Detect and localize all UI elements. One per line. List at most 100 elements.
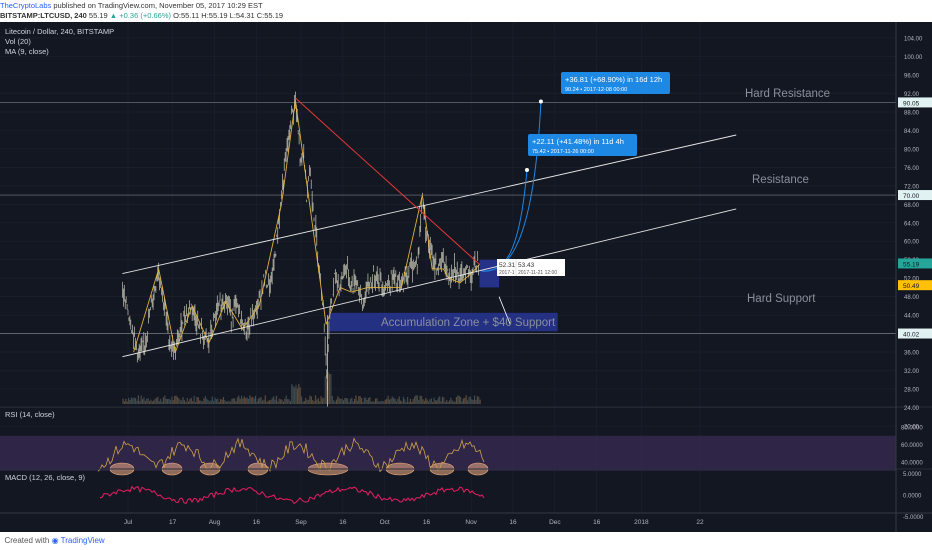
measure-2-target: 90.24 • 2017-12-08 00:00 (565, 87, 627, 93)
volume-bar (400, 400, 402, 404)
volume-bar (143, 397, 145, 404)
volume-bar (158, 401, 160, 404)
chart-area[interactable]: Litecoin / Dollar, 240, BITSTAMP Vol (20… (0, 22, 932, 532)
volume-bar (161, 401, 163, 404)
volume-bar (126, 401, 128, 404)
volume-bar (292, 386, 294, 404)
volume-bar (287, 399, 289, 404)
time-tick-label: 16 (339, 519, 347, 526)
volume-bar (200, 400, 202, 404)
volume-bar (172, 400, 174, 404)
volume-bar (434, 400, 437, 404)
volume-bar (140, 395, 142, 404)
volume-bar (465, 395, 467, 404)
time-tick-label: Jul (124, 519, 133, 526)
volume-bar (246, 397, 248, 404)
volume-bar (211, 396, 213, 404)
volume-bar (460, 397, 462, 404)
volume-bar (300, 396, 303, 404)
volume-bar (391, 396, 393, 404)
volume-bar (395, 401, 398, 404)
volume-bar (278, 398, 280, 404)
volume-bar (386, 398, 388, 404)
volume-bar (479, 399, 481, 404)
volume-bar (429, 399, 431, 404)
time-axis[interactable]: Jul 17 Aug 16 Sep 16 Oct 16 Nov 16 Dec 16 2018 22 (124, 519, 704, 526)
volume-bar (317, 398, 319, 404)
accumulation-label: Accumulation Zone + $40 Support (381, 317, 556, 329)
volume-bar (249, 395, 251, 404)
volume-bar (144, 400, 146, 404)
volume-bar (439, 396, 441, 404)
volume-bar (273, 396, 275, 404)
volume-bar (413, 396, 416, 404)
volume-bar (418, 399, 420, 404)
price-tag-bg (898, 258, 932, 269)
change-indicator: ▲ +0.36 (+0.66%) (109, 11, 171, 20)
volume-bar (454, 401, 456, 404)
volume-bar (352, 401, 354, 404)
macd-tick-label: 5.0000 (903, 472, 922, 478)
volume-bar (440, 401, 442, 404)
volume-bar (450, 397, 452, 404)
price-tag-text: 90.05 (903, 100, 920, 107)
volume-bar (367, 397, 370, 404)
volume-bar (393, 397, 395, 404)
volume-bar (134, 398, 137, 404)
volume-bar (214, 397, 216, 404)
volume-bar (148, 400, 151, 404)
volume-bar (139, 401, 141, 404)
volume-bar (341, 398, 343, 404)
volume-bar (176, 396, 179, 404)
volume-bar (381, 401, 384, 404)
volume-bar (229, 401, 232, 404)
volume-bar (266, 401, 268, 404)
volume-bar (228, 400, 230, 404)
volume-bar (319, 401, 321, 404)
volume-bar (289, 401, 292, 404)
volume-bar (302, 401, 304, 404)
volume-bar (299, 387, 301, 404)
legend-volume: Vol (20) (5, 37, 31, 46)
macd-tick-label: -5.0000 (903, 515, 924, 521)
volume-bar (422, 399, 424, 404)
measure-2-change: +36.81 (+68.90%) in 16d 12h (565, 75, 662, 84)
volume-bar (257, 398, 259, 404)
volume-bar (162, 397, 165, 404)
tradingview-link[interactable]: TradingView (60, 536, 105, 545)
volume-bar (360, 398, 363, 404)
volume-bar (238, 395, 240, 404)
volume-bar (310, 396, 312, 404)
volume-bar (359, 396, 361, 404)
volume-bar (471, 399, 473, 404)
volume-bar (376, 398, 378, 404)
volume-bar (256, 401, 258, 404)
volume-bar (179, 399, 181, 404)
volume-bar (199, 400, 201, 404)
price-tick-label: 48.00 (904, 295, 920, 301)
time-tick-label: 16 (593, 519, 601, 526)
macd-axis: 5.0000 0.0000 -5.0000 (903, 472, 924, 521)
volume-bar (457, 395, 459, 404)
author-link[interactable]: TheCryptoLabs (0, 1, 52, 10)
volume-bar (128, 397, 130, 404)
volume-bar (204, 396, 206, 404)
volume-bar (169, 400, 172, 404)
volume-bar (314, 395, 317, 404)
rsi-line (97, 437, 485, 473)
volume-bar (182, 397, 184, 404)
volume-bar (224, 400, 226, 404)
volume-bar (225, 401, 227, 404)
volume-bar (387, 395, 389, 404)
time-tick-label: Nov (465, 519, 477, 526)
volume-bar (404, 399, 406, 404)
volume-bar (340, 398, 342, 404)
volume-bar (137, 395, 139, 404)
volume-bar (193, 395, 195, 404)
volume-bar (330, 373, 332, 404)
volume-bar (281, 399, 283, 404)
grid (0, 22, 896, 513)
volume-bar (437, 397, 439, 404)
volume-bar (338, 398, 340, 404)
